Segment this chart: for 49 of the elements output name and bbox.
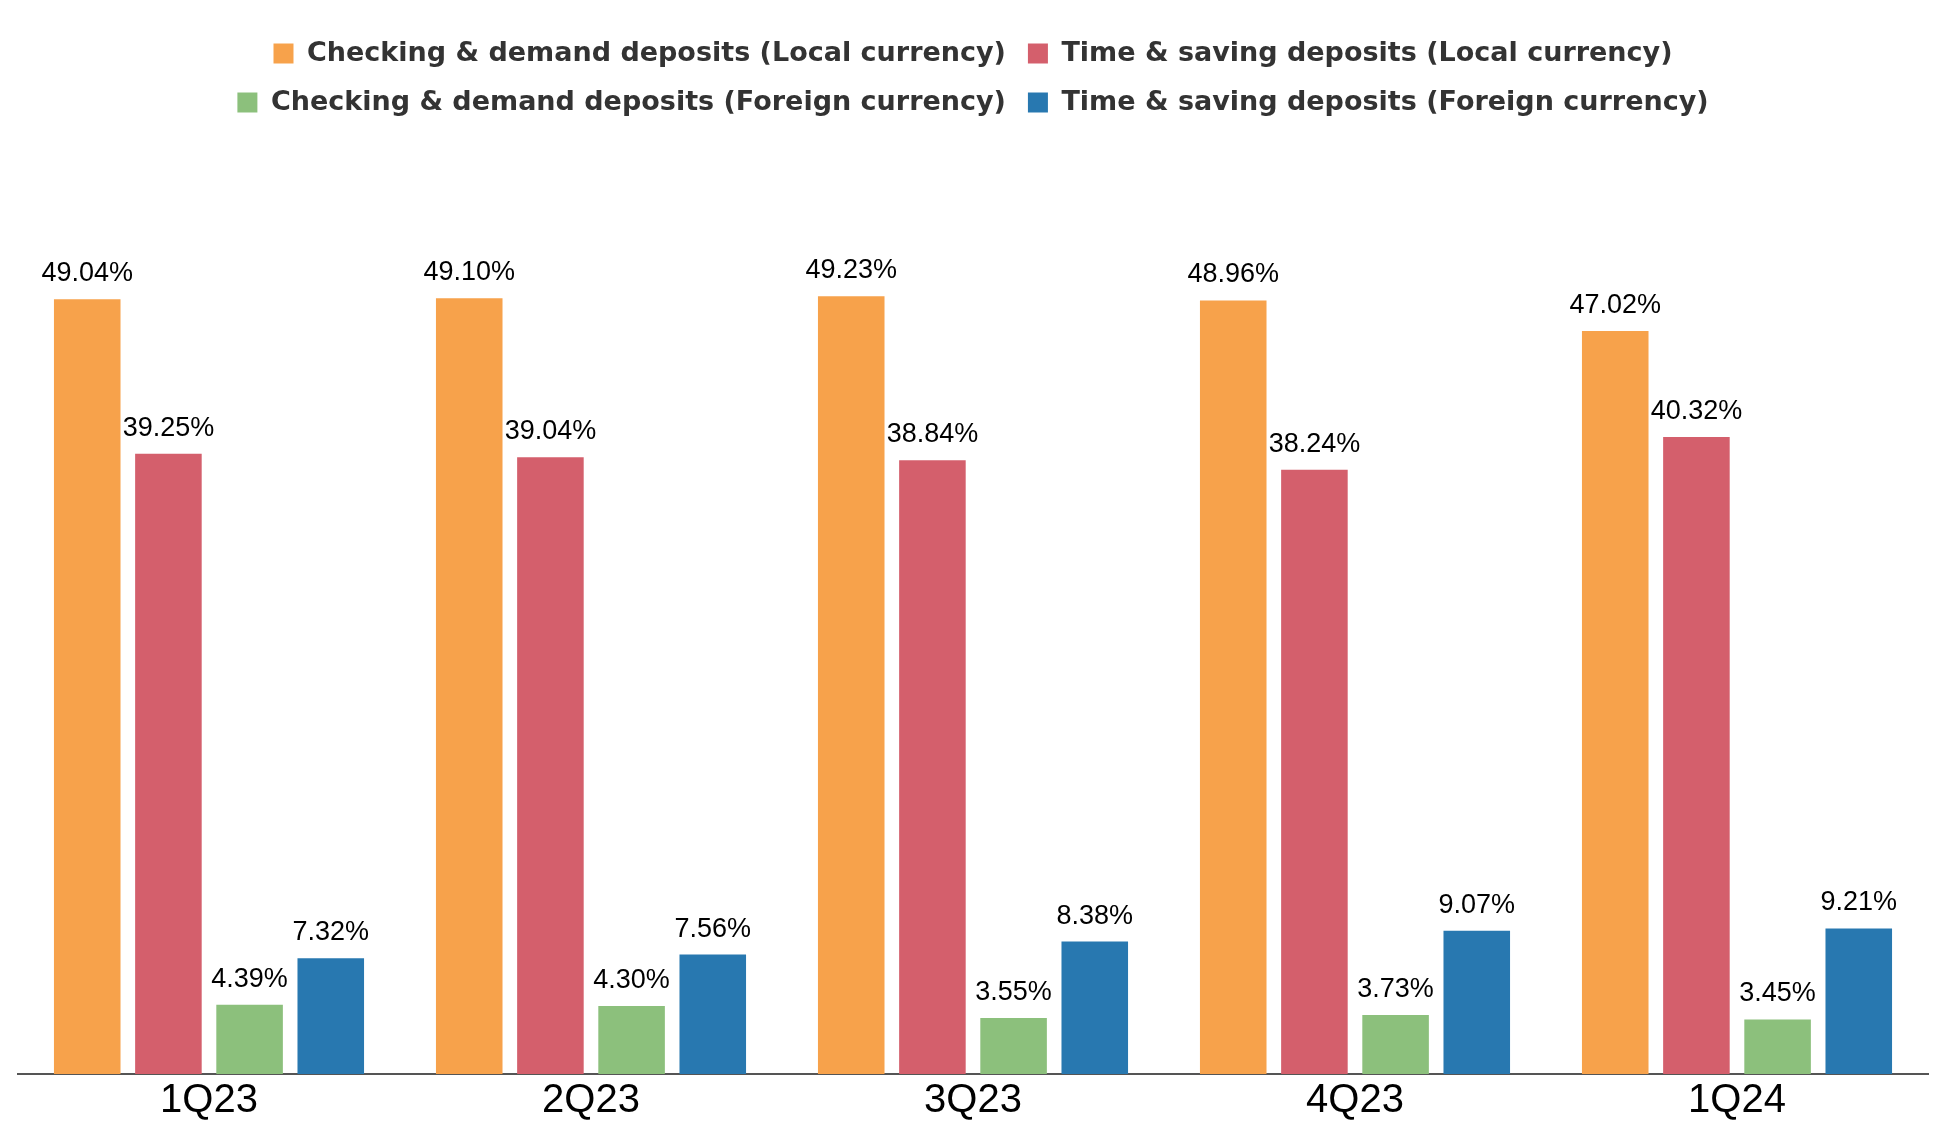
bar: [1362, 1015, 1429, 1074]
data-label: 40.32%: [1650, 394, 1743, 425]
data-label: 7.32%: [292, 916, 370, 947]
data-label: 48.96%: [1187, 258, 1280, 289]
data-label: 9.21%: [1820, 886, 1898, 917]
x-tick-label: 3Q23: [924, 1076, 1022, 1121]
x-tick-label: 1Q23: [160, 1076, 258, 1121]
bar: [435, 298, 503, 1074]
data-label: 39.04%: [504, 415, 597, 446]
data-label: 9.07%: [1438, 888, 1516, 919]
bar: [1825, 928, 1893, 1074]
legend-label: Checking & demand deposits (Foreign currency): [270, 84, 1006, 116]
bar: [216, 1004, 283, 1074]
legend-label: Checking & demand deposits (Local currency): [306, 35, 1006, 67]
bar: [1443, 930, 1511, 1074]
bar: [679, 954, 747, 1074]
bar: [1281, 469, 1348, 1074]
x-tick-label: 4Q23: [1306, 1076, 1404, 1121]
data-label: 3.45%: [1739, 977, 1816, 1008]
data-label: 49.04%: [41, 257, 134, 288]
legend-label: Time & saving deposits (Local currency): [1061, 35, 1673, 67]
data-label: 3.73%: [1357, 973, 1434, 1004]
bar: [297, 958, 365, 1074]
bar: [53, 299, 121, 1074]
data-label: 38.24%: [1268, 427, 1361, 458]
bar: [817, 296, 885, 1074]
bar: [1581, 331, 1649, 1074]
data-label: 8.38%: [1056, 899, 1134, 930]
data-label: 38.84%: [886, 418, 979, 449]
bar: [980, 1017, 1047, 1074]
bar: [1199, 300, 1267, 1074]
data-label: 47.02%: [1569, 289, 1662, 320]
bar: [1744, 1019, 1811, 1074]
data-label: 4.39%: [211, 962, 288, 993]
data-label: 4.30%: [593, 964, 670, 995]
bar: [598, 1006, 665, 1074]
data-label: 49.10%: [423, 256, 516, 287]
data-label: 49.23%: [805, 254, 898, 285]
legend-label: Time & saving deposits (Foreign currency): [1061, 84, 1709, 116]
bar: [1663, 436, 1730, 1074]
bar: [899, 460, 966, 1074]
x-tick-label: 2Q23: [542, 1076, 640, 1121]
bar: [1061, 941, 1129, 1074]
bar: [517, 457, 584, 1074]
bar: [135, 453, 202, 1074]
data-label: 39.25%: [122, 411, 215, 442]
data-label: 7.56%: [674, 912, 752, 943]
x-tick-label: 1Q24: [1688, 1076, 1786, 1121]
data-label: 3.55%: [975, 975, 1052, 1006]
